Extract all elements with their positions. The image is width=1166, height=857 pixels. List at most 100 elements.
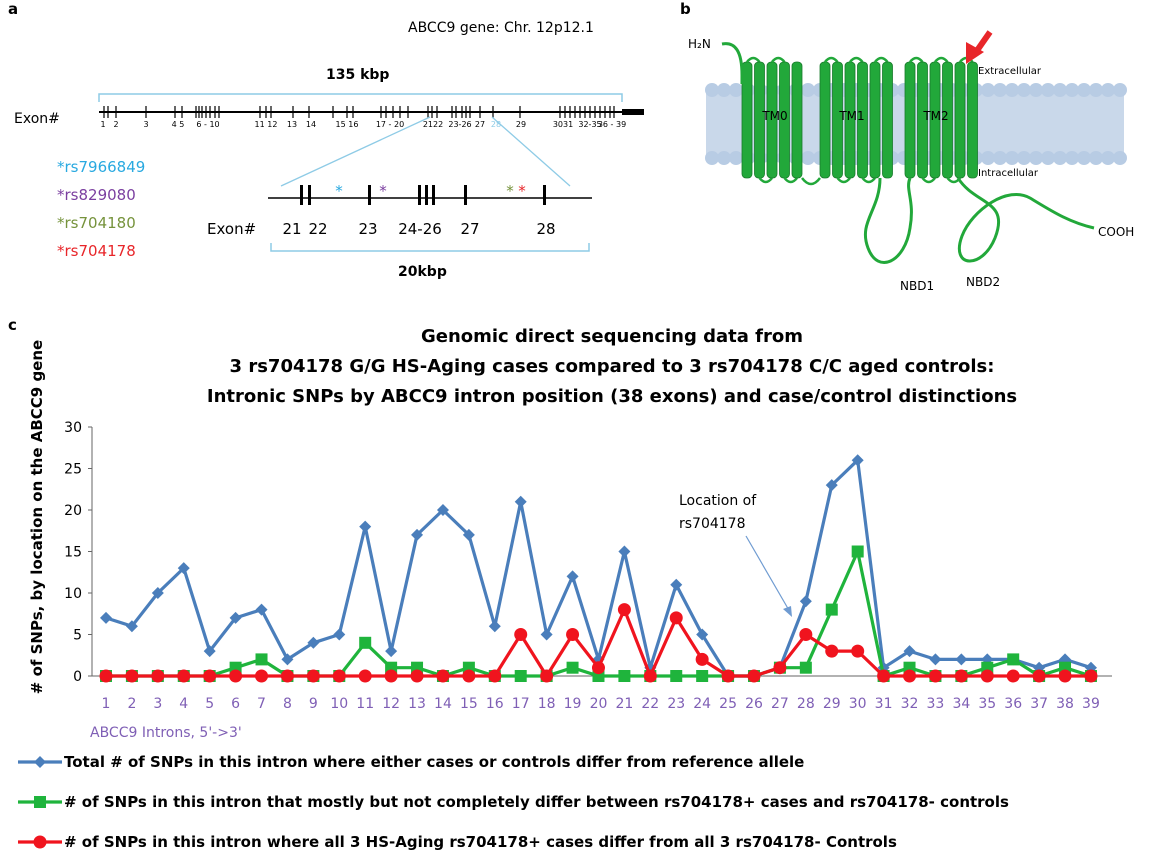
helix-loop (836, 177, 851, 184)
x-tick-label: 8 (283, 696, 292, 712)
data-point (721, 669, 735, 683)
data-point (955, 653, 968, 666)
zoom-line-left (280, 116, 431, 187)
legend-label: # of SNPs in this intron where all 3 HS-… (64, 833, 897, 851)
zoom-exon-28-label: 28 (536, 220, 555, 238)
data-point (1032, 669, 1046, 683)
data-point (177, 669, 191, 683)
data-point (825, 479, 838, 492)
data-point (643, 669, 657, 683)
data-point (514, 670, 527, 682)
exon-tick-label: 17 - 20 (376, 120, 404, 129)
data-point (125, 620, 138, 633)
n-terminus-label: H₂N (688, 37, 711, 51)
exon-tick-label: 3 (143, 120, 148, 129)
exon-tick-label: 1 (100, 120, 105, 129)
data-point (488, 669, 502, 683)
tm-helix (954, 61, 966, 179)
annotation-arrow (745, 535, 791, 613)
x-tick-label: 2 (127, 696, 136, 712)
nbd2-loop (956, 177, 1095, 263)
zoom-exon-24-26-label: 24-26 (398, 220, 442, 238)
data-point (359, 636, 372, 649)
panel-c-letter: c (8, 316, 17, 334)
c-terminus-label: COOH (1098, 225, 1134, 239)
data-point (929, 653, 942, 666)
data-point (618, 545, 631, 558)
y-tick-label: 20 (64, 503, 82, 519)
arrow-shaft (973, 30, 993, 54)
helix-loop (771, 56, 786, 63)
lipid-head (1113, 151, 1127, 165)
lipid-head (717, 151, 731, 165)
tm0-tm1-linker (801, 177, 821, 186)
data-point (177, 562, 190, 575)
x-tick-label: 18 (538, 696, 556, 712)
zoom-exon-21 (300, 185, 303, 205)
x-tick-label: 30 (849, 696, 867, 712)
x-tick-label: 5 (205, 696, 214, 712)
helix-loop (783, 177, 798, 184)
data-point (695, 652, 709, 666)
data-point (151, 587, 164, 599)
zoom-line-right (491, 116, 571, 187)
lipid-head (1113, 83, 1127, 97)
zoom-exon-27 (464, 185, 467, 205)
data-point (488, 620, 501, 633)
tm1-domain (819, 56, 893, 184)
data-point (255, 669, 269, 683)
lipid-head (993, 151, 1007, 165)
x-tick-label: 31 (875, 696, 893, 712)
series-layer (99, 454, 1098, 683)
exon-tick-label: 29 (516, 120, 526, 129)
data-point (903, 669, 917, 683)
series-total-snps (100, 454, 1097, 682)
exon-tick-label: 36 - 39 (598, 120, 626, 129)
snp-label-rs7966849: *rs7966849 (57, 158, 145, 176)
exon-tick-label: 4 5 (172, 120, 185, 129)
data-point (540, 628, 553, 641)
exon-tick-label: 23-26 (448, 120, 471, 129)
y-tick-label: 5 (73, 628, 82, 644)
data-point (280, 669, 294, 683)
legend-label: # of SNPs in this intron that mostly but… (64, 793, 1009, 811)
tm0-domain (741, 56, 803, 184)
data-point (618, 670, 631, 682)
lipid-head (1077, 83, 1091, 97)
snp-label-rs829080: *rs829080 (57, 186, 136, 204)
exon-tick-label: 13 (287, 120, 297, 129)
helix-loop (758, 177, 773, 184)
snp-label-rs704178: *rs704178 (57, 242, 136, 260)
data-point (980, 669, 994, 683)
data-point (954, 669, 968, 683)
data-point (436, 669, 450, 683)
x-tick-label: 21 (615, 696, 633, 712)
helix-loop (909, 56, 924, 63)
data-point (100, 611, 112, 624)
x-tick-label: 27 (771, 696, 789, 712)
tm2-domain (904, 56, 978, 184)
lipid-head (729, 83, 743, 97)
data-point (255, 603, 268, 616)
data-point (34, 756, 46, 768)
data-point (903, 645, 916, 658)
tm-domains (741, 56, 978, 186)
legend-item: # of SNPs in this intron where all 3 HS-… (18, 833, 897, 851)
lipid-head (981, 151, 995, 165)
zoom-exon-24 (418, 185, 421, 205)
data-point (125, 669, 139, 683)
lipid-head (1089, 151, 1103, 165)
data-point (229, 669, 243, 683)
data-point (1058, 669, 1072, 683)
zoom-span-label: 20kbp (398, 264, 447, 280)
lipid-head (1005, 83, 1019, 97)
lipid-head (717, 83, 731, 97)
exon-tick-marks (103, 106, 615, 118)
x-tick-label: 29 (823, 696, 841, 712)
lipid-head (1053, 151, 1067, 165)
x-tick-label: 38 (1056, 696, 1074, 712)
exon-tick-label: 6 - 10 (196, 120, 219, 129)
zoom-exon-23 (368, 185, 371, 205)
data-point (877, 669, 891, 683)
